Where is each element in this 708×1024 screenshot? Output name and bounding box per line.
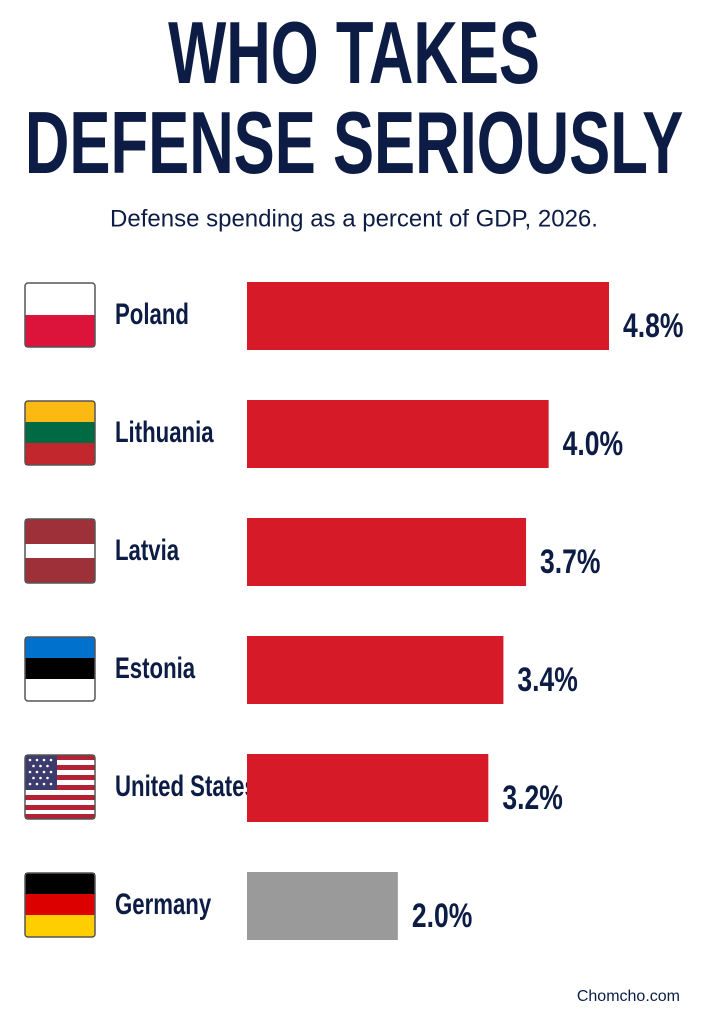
value-label: 3.4% xyxy=(517,661,577,699)
flag-poland xyxy=(24,282,96,348)
bar xyxy=(247,400,549,468)
flag-germany xyxy=(24,872,96,938)
flag-lithuania xyxy=(24,400,96,466)
value-label: 3.2% xyxy=(502,779,562,817)
bar xyxy=(247,636,504,704)
title-wrap: WHO TAKES DEFENSE SERIOUSLY xyxy=(16,8,692,188)
bar xyxy=(247,754,489,822)
source: Chomcho.com xyxy=(577,988,680,1005)
category-label: Germany xyxy=(115,887,211,921)
chart-subtitle: Defense spending as a percent of GDP, 20… xyxy=(110,205,598,232)
category-label: Poland xyxy=(115,297,189,331)
flag-latvia xyxy=(24,518,96,584)
category-label: United States xyxy=(115,769,257,803)
flag-united-states xyxy=(24,754,96,820)
flag-estonia xyxy=(24,636,96,702)
value-label: 4.8% xyxy=(623,307,683,345)
bar xyxy=(247,518,527,586)
category-label: Latvia xyxy=(115,533,179,567)
chart-title: WHO TAKES DEFENSE SERIOUSLY xyxy=(24,3,684,192)
value-label: 2.0% xyxy=(412,897,472,935)
bar xyxy=(247,282,609,350)
value-label: 3.7% xyxy=(540,543,600,581)
bar xyxy=(247,872,398,940)
category-label: Lithuania xyxy=(115,415,214,449)
value-label: 4.0% xyxy=(563,425,623,463)
category-label: Estonia xyxy=(115,651,195,685)
